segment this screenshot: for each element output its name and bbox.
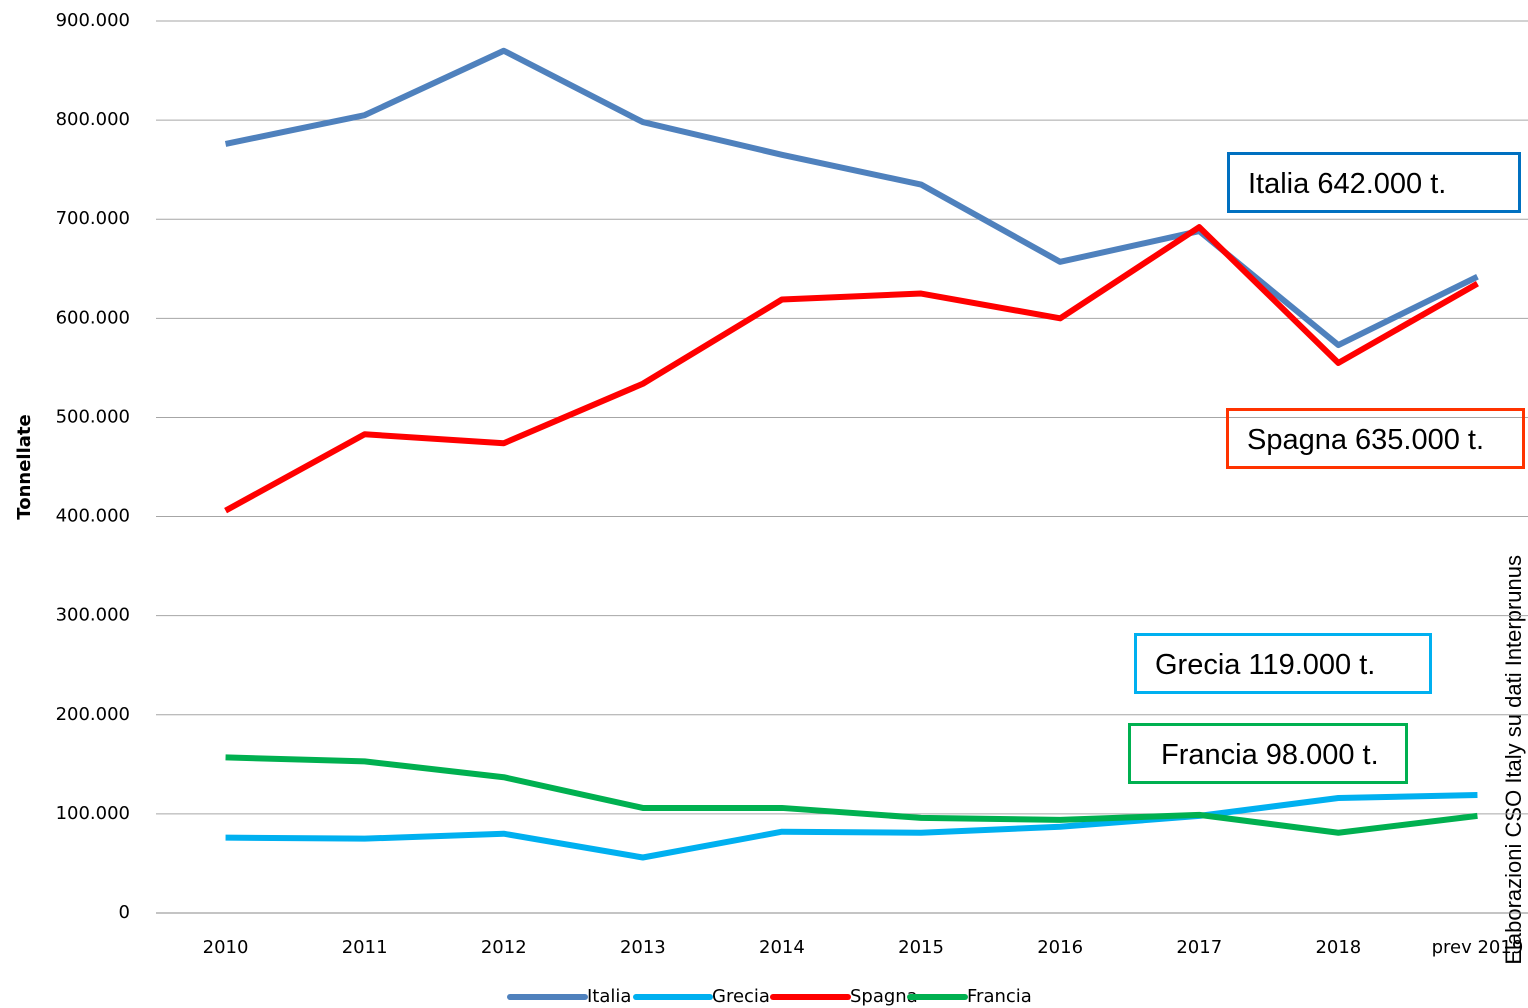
- x-tick-label: 2016: [1037, 937, 1083, 958]
- y-axis-label: Tonnellate: [14, 414, 35, 519]
- y-tick-label: 0: [119, 902, 130, 923]
- legend-label: Spagna: [850, 986, 918, 1007]
- series-line: [225, 754, 1478, 836]
- annotation: Grecia 119.000 t.: [1134, 633, 1432, 694]
- x-tick-label: prev 2019: [1432, 937, 1524, 958]
- y-tick-label: 100.000: [56, 803, 130, 824]
- series-line: [224, 47, 1479, 349]
- x-tick-label: 2011: [342, 937, 388, 958]
- y-tick-label: 600.000: [56, 307, 130, 328]
- x-tick-label: 2014: [759, 937, 805, 958]
- legend-label: Grecia: [712, 986, 770, 1007]
- x-tick-label: 2013: [620, 937, 666, 958]
- y-tick-label: 400.000: [56, 506, 130, 527]
- x-tick-label: 2010: [203, 937, 249, 958]
- legend-label: Francia: [967, 986, 1032, 1007]
- x-tick-label: 2017: [1176, 937, 1222, 958]
- x-tick-label: 2018: [1315, 937, 1361, 958]
- series-line: [224, 224, 1479, 514]
- annotation: Italia 642.000 t.: [1227, 152, 1521, 213]
- y-tick-label: 300.000: [56, 605, 130, 626]
- series-line: [225, 792, 1478, 861]
- y-tick-label: 700.000: [56, 208, 130, 229]
- x-tick-label: 2012: [481, 937, 527, 958]
- y-tick-label: 200.000: [56, 704, 130, 725]
- source-note: Elaborazioni CSO Italy su dati Interprun…: [1501, 555, 1526, 965]
- y-tick-label: 900.000: [56, 10, 130, 31]
- x-tick-label: 2015: [898, 937, 944, 958]
- y-tick-label: 800.000: [56, 109, 130, 130]
- y-tick-label: 500.000: [56, 406, 130, 427]
- legend-label: Italia: [587, 986, 631, 1007]
- annotation: Spagna 635.000 t.: [1226, 408, 1525, 469]
- annotation: Francia 98.000 t.: [1128, 723, 1408, 784]
